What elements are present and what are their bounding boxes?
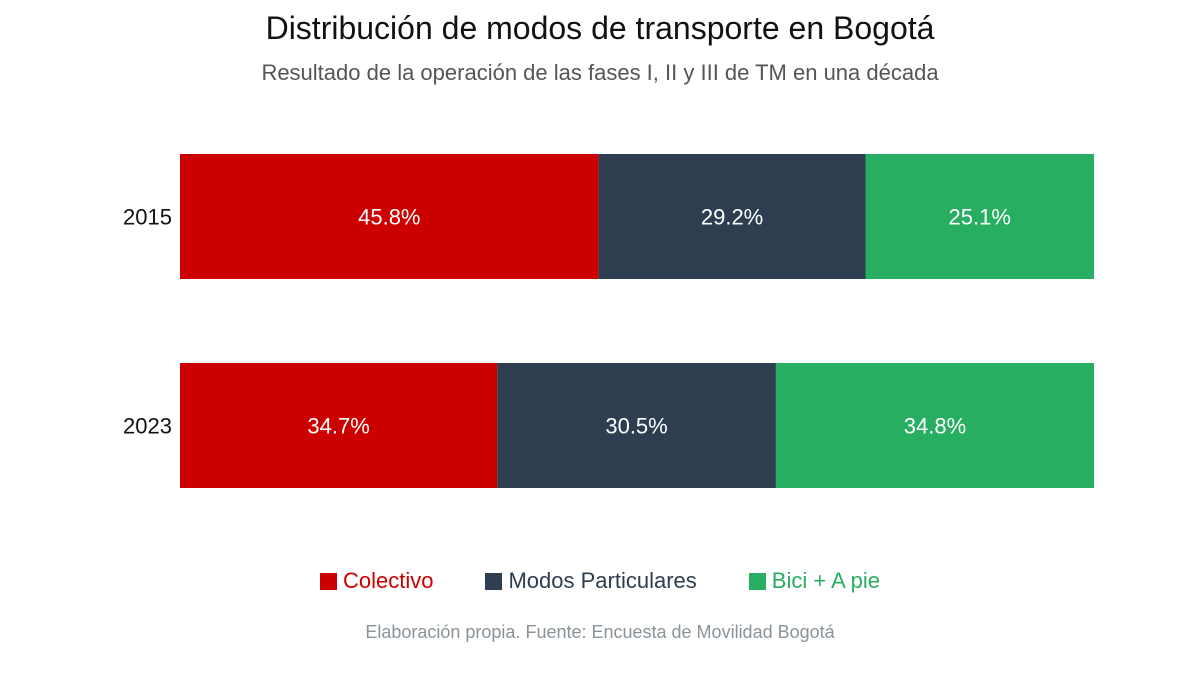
bar-segment-bici-a-pie-2015 xyxy=(865,154,1094,279)
bar-segment-bici-a-pie-2023 xyxy=(775,363,1094,488)
category-label-2023: 2023 xyxy=(123,414,172,439)
legend-label-bici-a-pie: Bici + A pie xyxy=(771,568,881,593)
data-label-colectivo-2023: 34.7% xyxy=(307,414,369,439)
data-label-bici-a-pie-2015: 25.1% xyxy=(949,205,1011,230)
bar-segment-colectivo-2015 xyxy=(180,154,599,279)
bar-segment-colectivo-2023 xyxy=(180,363,498,488)
data-label-colectivo-2015: 45.8% xyxy=(358,205,420,230)
data-label-modos-particulares-2015: 29.2% xyxy=(701,205,763,230)
legend-item-colectivo: Colectivo xyxy=(319,568,434,594)
legend-label-modos-particulares: Modos Particulares xyxy=(508,568,697,593)
legend-swatch-colectivo xyxy=(319,572,337,590)
data-label-bici-a-pie-2023: 34.8% xyxy=(904,414,966,439)
legend: Colectivo Modos Particulares Bici + A pi… xyxy=(0,568,1200,594)
legend-swatch-modos-particulares xyxy=(485,572,503,590)
legend-item-modos-particulares: Modos Particulares xyxy=(485,568,697,594)
source-note: Elaboración propia. Fuente: Encuesta de … xyxy=(365,622,835,642)
legend-label-colectivo: Colectivo xyxy=(342,568,434,593)
chart-title: Distribución de modos de transporte en B… xyxy=(265,10,935,46)
category-label-2015: 2015 xyxy=(123,205,172,230)
legend-swatch-bici-a-pie xyxy=(748,572,766,590)
legend-item-bici-a-pie: Bici + A pie xyxy=(748,568,881,594)
chart-subtitle: Resultado de la operación de las fases I… xyxy=(261,60,939,85)
data-label-modos-particulares-2023: 30.5% xyxy=(605,414,667,439)
bar-segment-modos-particulares-2023 xyxy=(497,363,776,488)
bar-segment-modos-particulares-2015 xyxy=(598,154,866,279)
